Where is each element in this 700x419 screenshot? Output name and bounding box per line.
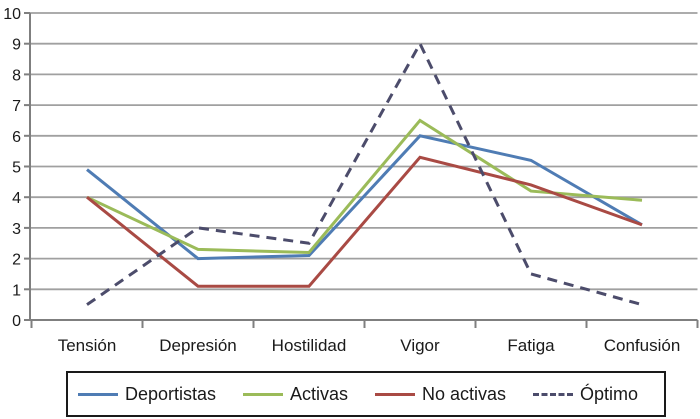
legend-label-no-activas: No activas	[421, 384, 506, 404]
legend-item-no-activas: No activas	[374, 384, 506, 404]
y-axis-tick-label: 1	[12, 282, 21, 299]
legend-item-optimo: Óptimo	[532, 384, 638, 404]
y-axis-tick-label: 10	[3, 6, 21, 23]
y-axis-tick-label: 9	[12, 37, 21, 54]
legend-label-activas: Activas	[289, 384, 349, 404]
legend-label-optimo: Óptimo	[579, 384, 638, 404]
y-axis-tick-label: 7	[12, 98, 21, 115]
legend-line-sample-deportistas	[78, 392, 118, 396]
y-axis-tick-label: 4	[12, 190, 21, 207]
y-axis-tick-label: 6	[12, 129, 21, 146]
legend-line-sample-activas	[242, 392, 283, 396]
legend-item-activas: Activas	[242, 384, 349, 404]
series-line-activas	[86, 118, 643, 254]
x-axis-label-vigor: Vigor	[400, 336, 440, 355]
y-axis-tick-label: 5	[12, 160, 21, 177]
series-line-optimo	[86, 40, 643, 307]
y-axis-tick-label: 8	[12, 67, 21, 84]
x-axis-label-depresion: Depresión	[159, 336, 237, 355]
legend-item-deportistas: Deportistas	[78, 385, 216, 403]
legend-line-sample-no-activas	[374, 392, 415, 396]
y-axis-tick-label: 2	[12, 252, 21, 269]
legend-line-sample-optimo	[532, 392, 573, 396]
series-line-no-activas	[86, 155, 643, 288]
x-axis-label-confusion: Confusión	[604, 336, 681, 355]
chart-legend: Deportistas Activas No activas Óptimo	[66, 371, 666, 417]
x-axis-label-hostilidad: Hostilidad	[272, 336, 347, 355]
series-line-deportistas	[86, 134, 643, 261]
x-axis-label-fatiga: Fatiga	[507, 336, 555, 355]
x-axis-label-tension: Tensión	[58, 336, 117, 355]
y-axis-tick-label: 3	[12, 221, 21, 238]
y-axis-tick-label: 0	[12, 313, 21, 330]
legend-label-deportistas: Deportistas	[125, 384, 217, 404]
